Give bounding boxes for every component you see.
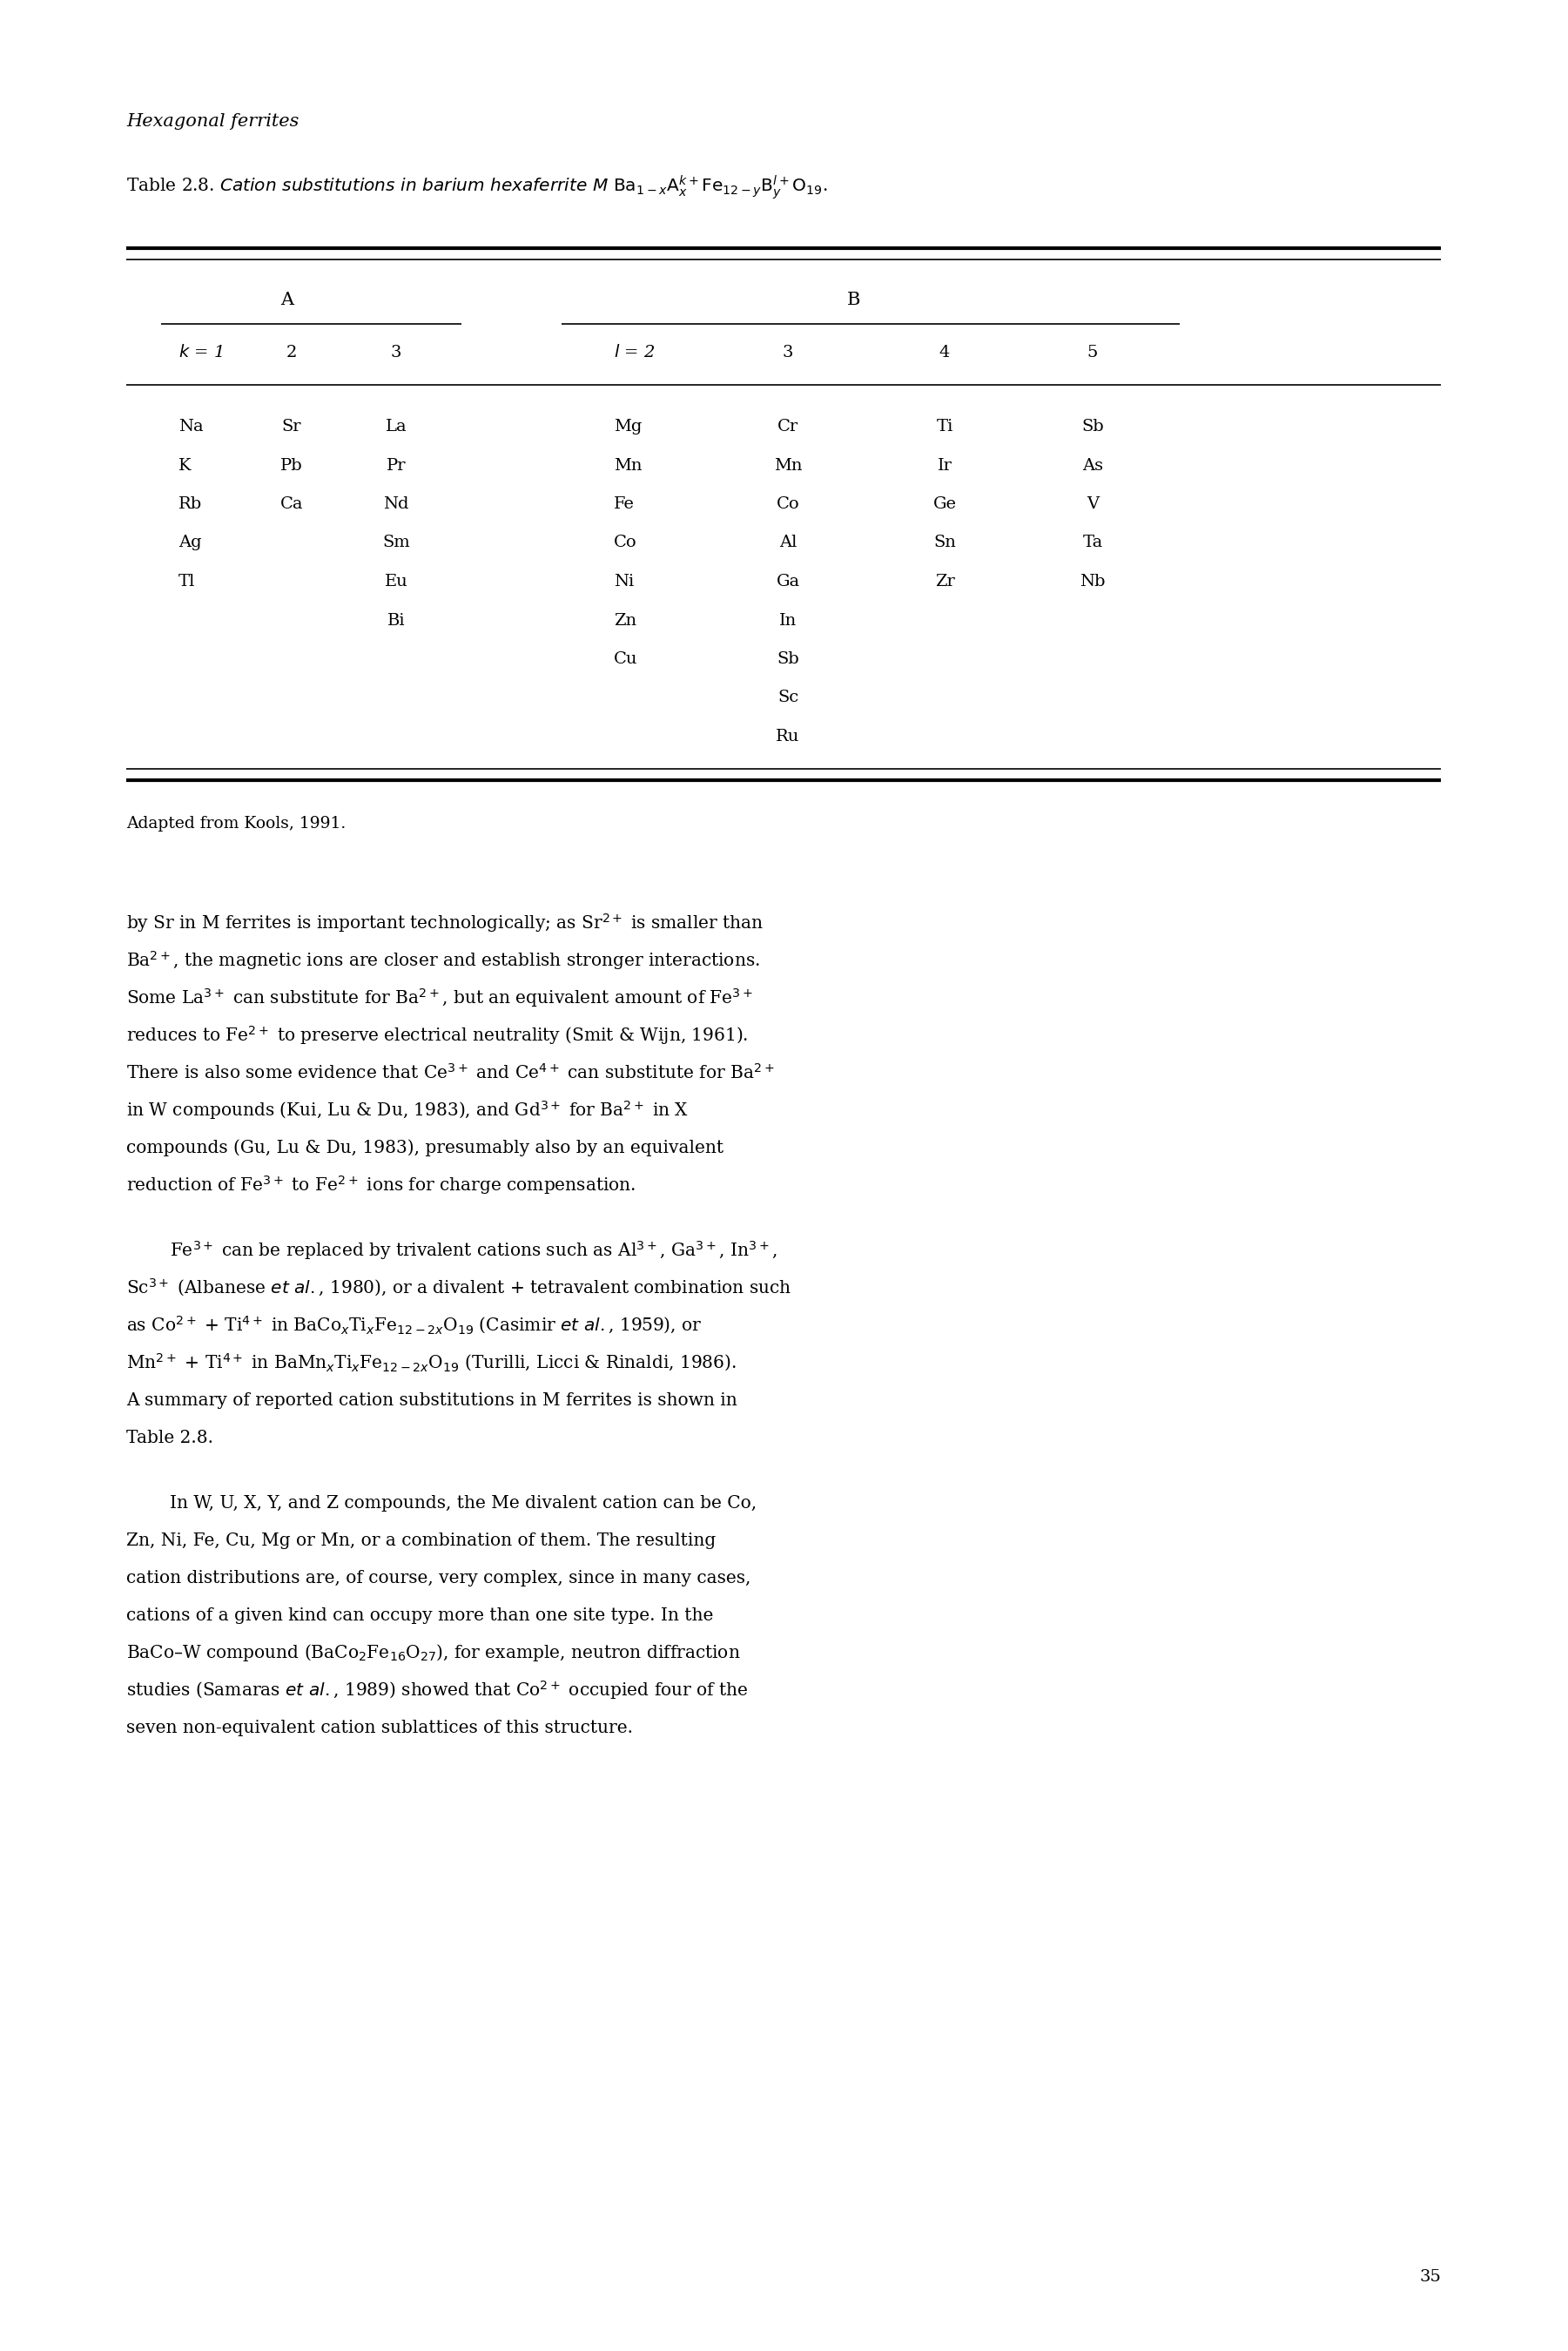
Text: Adapted from Kools, 1991.: Adapted from Kools, 1991. <box>127 816 347 832</box>
Text: Sm: Sm <box>383 536 409 550</box>
Text: Zn: Zn <box>613 614 637 628</box>
Text: reduces to Fe$^{2+}$ to preserve electrical neutrality (Smit & Wijn, 1961).: reduces to Fe$^{2+}$ to preserve electri… <box>127 1023 748 1046</box>
Text: BaCo–W compound (BaCo$_2$Fe$_{16}$O$_{27}$), for example, neutron diffraction: BaCo–W compound (BaCo$_2$Fe$_{16}$O$_{27… <box>127 1643 740 1665</box>
Text: Ir: Ir <box>938 458 952 473</box>
Text: In W, U, X, Y, and Z compounds, the Me divalent cation can be Co,: In W, U, X, Y, and Z compounds, the Me d… <box>169 1495 757 1512</box>
Text: Ge: Ge <box>933 496 956 513</box>
Text: V: V <box>1087 496 1099 513</box>
Text: 4: 4 <box>939 346 950 360</box>
Text: Ba$^{2+}$, the magnetic ions are closer and establish stronger interactions.: Ba$^{2+}$, the magnetic ions are closer … <box>127 950 760 971</box>
Text: as Co$^{2+}$ + Ti$^{4+}$ in BaCo$_x$Ti$_x$Fe$_{12-2x}$O$_{19}$ (Casimir $\it{et\: as Co$^{2+}$ + Ti$^{4+}$ in BaCo$_x$Ti$_… <box>127 1314 702 1335</box>
Text: $l$ = 2: $l$ = 2 <box>613 343 655 360</box>
Text: Ca: Ca <box>281 496 303 513</box>
Text: 2: 2 <box>287 346 296 360</box>
Text: Bi: Bi <box>387 614 405 628</box>
Text: 35: 35 <box>1419 2269 1441 2285</box>
Text: Ru: Ru <box>776 729 800 745</box>
Text: Rb: Rb <box>179 496 202 513</box>
Text: Cu: Cu <box>613 651 638 668</box>
Text: Al: Al <box>779 536 797 550</box>
Text: in W compounds (Kui, Lu & Du, 1983), and Gd$^{3+}$ for Ba$^{2+}$ in X: in W compounds (Kui, Lu & Du, 1983), and… <box>127 1098 688 1121</box>
Text: Co: Co <box>613 536 637 550</box>
Text: Hexagonal ferrites: Hexagonal ferrites <box>127 113 299 129</box>
Text: Ni: Ni <box>613 574 633 590</box>
Text: Tl: Tl <box>179 574 196 590</box>
Text: Ga: Ga <box>776 574 800 590</box>
Text: Fe$^{3+}$ can be replaced by trivalent cations such as Al$^{3+}$, Ga$^{3+}$, In$: Fe$^{3+}$ can be replaced by trivalent c… <box>169 1239 778 1262</box>
Text: Mn: Mn <box>773 458 803 473</box>
Text: 3: 3 <box>782 346 793 360</box>
Text: Ti: Ti <box>936 418 953 435</box>
Text: reduction of Fe$^{3+}$ to Fe$^{2+}$ ions for charge compensation.: reduction of Fe$^{3+}$ to Fe$^{2+}$ ions… <box>127 1173 635 1197</box>
Text: Fe: Fe <box>613 496 635 513</box>
Text: Mn$^{2+}$ + Ti$^{4+}$ in BaMn$_x$Ti$_x$Fe$_{12-2x}$O$_{19}$ (Turilli, Licci & Ri: Mn$^{2+}$ + Ti$^{4+}$ in BaMn$_x$Ti$_x$F… <box>127 1352 737 1373</box>
Text: Sr: Sr <box>282 418 301 435</box>
Text: Ag: Ag <box>179 536 202 550</box>
Text: Pb: Pb <box>281 458 303 473</box>
Text: Mg: Mg <box>613 418 641 435</box>
Text: B: B <box>847 292 859 308</box>
Text: seven non-equivalent cation sublattices of this structure.: seven non-equivalent cation sublattices … <box>127 1721 633 1737</box>
Text: Nb: Nb <box>1080 574 1105 590</box>
Text: Table 2.8. $\mathit{Cation\ substitutions\ in\ barium\ hexaferrite\ M}$ $\mathrm: Table 2.8. $\mathit{Cation\ substitution… <box>127 174 828 202</box>
Text: Ta: Ta <box>1082 536 1102 550</box>
Text: La: La <box>386 418 406 435</box>
Text: Cr: Cr <box>778 418 798 435</box>
Text: Sb: Sb <box>776 651 800 668</box>
Text: studies (Samaras $\it{et\ al.}$, 1989) showed that Co$^{2+}$ occupied four of th: studies (Samaras $\it{et\ al.}$, 1989) s… <box>127 1679 748 1702</box>
Text: Sb: Sb <box>1082 418 1104 435</box>
Text: Some La$^{3+}$ can substitute for Ba$^{2+}$, but an equivalent amount of Fe$^{3+: Some La$^{3+}$ can substitute for Ba$^{2… <box>127 987 753 1009</box>
Text: As: As <box>1082 458 1104 473</box>
Text: compounds (Gu, Lu & Du, 1983), presumably also by an equivalent: compounds (Gu, Lu & Du, 1983), presumabl… <box>127 1140 723 1157</box>
Text: by Sr in M ferrites is important technologically; as Sr$^{2+}$ is smaller than: by Sr in M ferrites is important technol… <box>127 912 764 933</box>
Text: Sn: Sn <box>933 536 956 550</box>
Text: Zr: Zr <box>935 574 955 590</box>
Text: Co: Co <box>776 496 800 513</box>
Text: Table 2.8.: Table 2.8. <box>127 1429 213 1446</box>
Text: Mn: Mn <box>613 458 641 473</box>
Text: cations of a given kind can occupy more than one site type. In the: cations of a given kind can occupy more … <box>127 1608 713 1625</box>
Text: Sc$^{3+}$ (Albanese $\it{et\ al.}$, 1980), or a divalent + tetravalent combinati: Sc$^{3+}$ (Albanese $\it{et\ al.}$, 1980… <box>127 1277 792 1298</box>
Text: A: A <box>281 292 293 308</box>
Text: Zn, Ni, Fe, Cu, Mg or Mn, or a combination of them. The resulting: Zn, Ni, Fe, Cu, Mg or Mn, or a combinati… <box>127 1533 717 1549</box>
Text: $k$ = 1: $k$ = 1 <box>179 343 223 360</box>
Text: Pr: Pr <box>386 458 406 473</box>
Text: A summary of reported cation substitutions in M ferrites is shown in: A summary of reported cation substitutio… <box>127 1392 737 1408</box>
Text: cation distributions are, of course, very complex, since in many cases,: cation distributions are, of course, ver… <box>127 1570 751 1587</box>
Text: Na: Na <box>179 418 204 435</box>
Text: K: K <box>179 458 191 473</box>
Text: 3: 3 <box>390 346 401 360</box>
Text: Nd: Nd <box>383 496 409 513</box>
Text: There is also some evidence that Ce$^{3+}$ and Ce$^{4+}$ can substitute for Ba$^: There is also some evidence that Ce$^{3+… <box>127 1063 775 1081</box>
Text: In: In <box>779 614 797 628</box>
Text: Sc: Sc <box>778 691 798 705</box>
Text: Eu: Eu <box>384 574 408 590</box>
Text: 5: 5 <box>1087 346 1098 360</box>
